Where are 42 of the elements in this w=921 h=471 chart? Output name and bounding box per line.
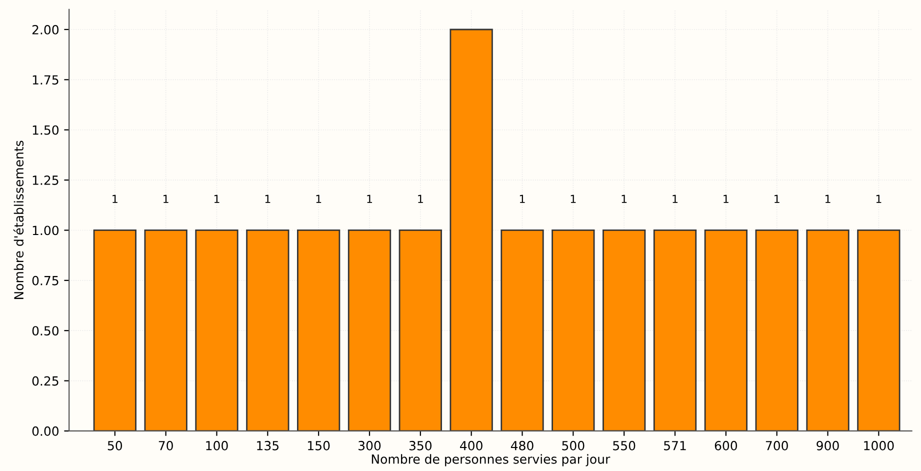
data-label: 1	[825, 194, 830, 203]
y-axis-title: Nombre d'établissements	[13, 140, 24, 299]
data-label: 1	[622, 194, 627, 203]
y-tick-label: 0.75	[32, 276, 58, 286]
data-label: 1	[570, 194, 576, 203]
data-label: 1	[724, 194, 728, 203]
x-tick-label: 135	[257, 440, 278, 450]
x-tick-label: 571	[664, 441, 686, 450]
data-label: 1	[672, 194, 678, 203]
y-tick-label: 0.50	[32, 326, 59, 336]
x-tick-label: 70	[158, 440, 173, 450]
y-tick-label: 2.00	[32, 24, 59, 34]
y-tick-label: 1.50	[32, 125, 59, 135]
data-label: 1	[112, 194, 118, 203]
x-tick-label: 150	[308, 440, 330, 450]
y-tick-label: 1.25	[32, 176, 58, 185]
x-tick-label: 100	[206, 440, 228, 450]
data-label: 1	[214, 194, 220, 203]
y-tick-label: 0.25	[32, 376, 58, 386]
x-tick-label: 400	[460, 440, 482, 450]
x-tick-label: 550	[613, 440, 636, 450]
y-tick-label: 0.00	[32, 426, 59, 436]
x-tick-label: 350	[409, 440, 432, 450]
data-label: 1	[520, 194, 525, 203]
data-label: 1	[418, 194, 423, 203]
x-tick-label: 1000	[864, 440, 894, 450]
x-tick-label: 600	[714, 440, 738, 450]
data-label: 1	[164, 194, 168, 203]
x-axis-title: Nombre de personnes servies par jour	[372, 454, 610, 466]
x-tick-label: 500	[562, 440, 584, 450]
y-tick-label: 1.75	[32, 75, 58, 85]
data-label: 1	[265, 194, 270, 203]
x-tick-label: 480	[510, 440, 534, 450]
data-label: 1	[774, 194, 780, 203]
y-tick-label: 1.00	[32, 226, 59, 236]
x-tick-label: 700	[766, 440, 788, 450]
data-label: 1	[876, 194, 882, 203]
x-tick-label: 900	[816, 440, 839, 450]
x-tick-label: 300	[358, 440, 381, 450]
data-label: 1	[367, 194, 372, 203]
x-tick-label: 50	[108, 440, 122, 450]
data-label: 1	[316, 194, 322, 203]
